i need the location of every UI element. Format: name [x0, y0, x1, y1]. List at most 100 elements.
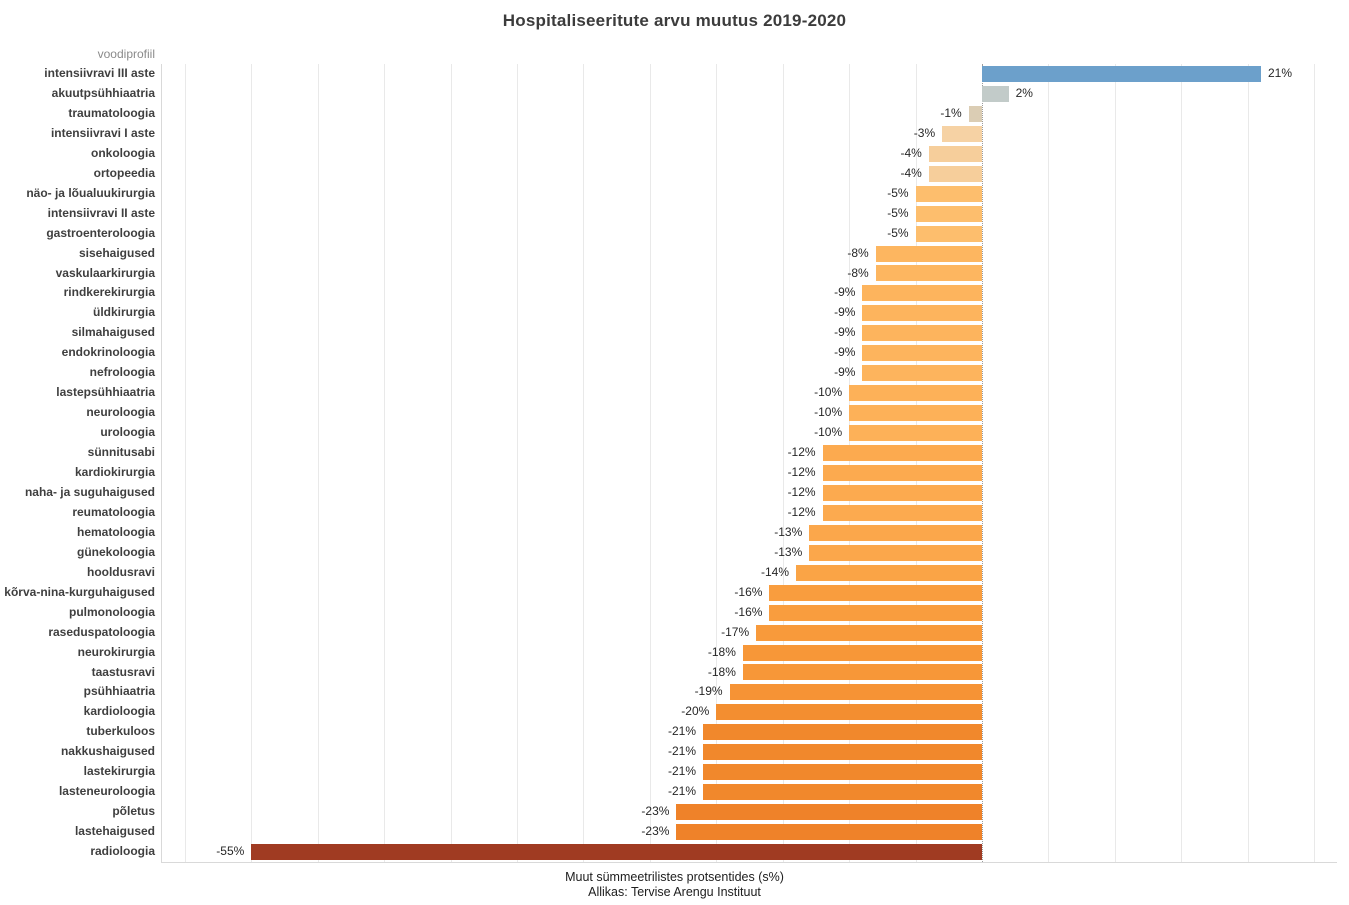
category-label: sisehaigused — [78, 245, 155, 260]
bar[interactable] — [756, 624, 982, 641]
value-label: -16% — [734, 584, 763, 599]
bar[interactable] — [849, 405, 982, 422]
bar[interactable] — [729, 684, 982, 701]
value-label: -13% — [774, 544, 803, 559]
category-label: gastroenteroloogia — [46, 225, 155, 240]
bar[interactable] — [716, 704, 982, 721]
category-label: günekoloogia — [77, 544, 155, 559]
gridline — [1314, 64, 1316, 862]
bar[interactable] — [822, 484, 982, 501]
plot-area: 21% 2% -1% -3% -4% -4% -5% -5% -5% -8% -8% -9% -9% -9… — [161, 64, 1337, 863]
value-label: -23% — [641, 824, 670, 839]
category-label: neurokirurgia — [77, 644, 155, 659]
gridline — [1247, 64, 1249, 862]
bar[interactable] — [703, 724, 982, 741]
value-label: -4% — [900, 145, 922, 160]
category-label: nefroloogia — [89, 365, 155, 380]
category-label: onkoloogia — [91, 145, 155, 160]
value-label: -21% — [667, 724, 696, 739]
category-label: neuroloogia — [86, 405, 155, 420]
category-label: naha- ja suguhaigused — [24, 484, 155, 499]
value-label: -21% — [667, 744, 696, 759]
value-label: -19% — [694, 684, 723, 699]
gridline — [782, 64, 784, 862]
category-label: kõrva-nina-kurguhaigused — [4, 584, 155, 599]
value-label: -1% — [940, 105, 962, 120]
category-label: lastekirurgia — [83, 764, 155, 779]
bar[interactable] — [862, 325, 982, 342]
bar[interactable] — [915, 205, 982, 222]
bar[interactable] — [822, 464, 982, 481]
gridline — [649, 64, 651, 862]
bar[interactable] — [928, 145, 982, 162]
gridline — [1114, 64, 1116, 862]
gridline — [184, 64, 186, 862]
value-label: -18% — [707, 664, 736, 679]
value-label: -17% — [721, 624, 750, 639]
bar[interactable] — [915, 185, 982, 202]
bar[interactable] — [862, 365, 982, 382]
bar[interactable] — [849, 385, 982, 402]
gridline — [251, 64, 253, 862]
category-label: kardiokirurgia — [74, 465, 155, 479]
category-label: radioloogia — [90, 844, 155, 859]
value-label: -9% — [834, 345, 856, 360]
category-label: pulmonoloogia — [69, 604, 155, 619]
value-label: -8% — [847, 245, 869, 260]
bar[interactable] — [862, 345, 982, 362]
gridline — [317, 64, 319, 862]
bar[interactable] — [862, 305, 982, 322]
value-label: -8% — [847, 265, 869, 280]
bar[interactable] — [676, 824, 982, 841]
gridline — [1181, 64, 1183, 862]
bar[interactable] — [703, 744, 982, 761]
bar[interactable] — [769, 604, 982, 621]
bar[interactable] — [742, 664, 982, 681]
category-label: taastusravi — [91, 664, 155, 679]
gridline — [849, 64, 851, 862]
value-label: -9% — [834, 305, 856, 320]
value-label: 21% — [1267, 66, 1293, 80]
bar[interactable] — [809, 544, 982, 561]
value-label: -10% — [814, 405, 843, 420]
bar[interactable] — [982, 85, 1009, 102]
bar[interactable] — [875, 265, 982, 282]
bar[interactable] — [942, 125, 982, 142]
category-label: lasteneuroloogia — [58, 784, 155, 799]
value-label: -12% — [787, 465, 816, 479]
category-label: nakkushaigused — [60, 744, 155, 759]
value-label: -21% — [667, 764, 696, 779]
bar[interactable] — [809, 524, 982, 541]
bar[interactable] — [822, 504, 982, 521]
bar[interactable] — [676, 804, 982, 821]
category-label: üldkirurgia — [92, 305, 155, 320]
bar[interactable] — [742, 644, 982, 661]
bar[interactable] — [822, 445, 982, 462]
bar[interactable] — [968, 105, 982, 122]
bar[interactable] — [875, 245, 982, 262]
bar[interactable] — [703, 784, 982, 801]
value-label: -9% — [834, 365, 856, 380]
category-label: raseduspatoloogia — [48, 624, 155, 639]
bar[interactable] — [769, 584, 982, 601]
value-label: -20% — [681, 704, 710, 719]
bar[interactable] — [796, 564, 982, 581]
gridline — [915, 64, 917, 862]
bar[interactable] — [862, 285, 982, 302]
bar[interactable] — [928, 165, 982, 182]
value-label: -12% — [787, 445, 816, 460]
category-label: hematoloogia — [76, 524, 155, 539]
category-label-column: intensiivravi III aste akuutpsühhiaatria t… — [0, 64, 155, 862]
bar[interactable] — [703, 764, 982, 781]
category-label: akuutpsühhiaatria — [51, 85, 155, 100]
bar[interactable] — [251, 844, 982, 861]
bar[interactable] — [849, 425, 982, 442]
bar[interactable] — [915, 225, 982, 242]
category-label: vaskulaarkirurgia — [55, 265, 155, 280]
category-label: rindkerekirurgia — [63, 285, 155, 300]
bar[interactable] — [982, 65, 1261, 82]
chart-title: Hospitaliseeritute arvu muutus 2019-2020 — [502, 11, 847, 30]
category-label: endokrinoloogia — [61, 345, 155, 360]
category-label: sünnitusabi — [87, 445, 155, 460]
